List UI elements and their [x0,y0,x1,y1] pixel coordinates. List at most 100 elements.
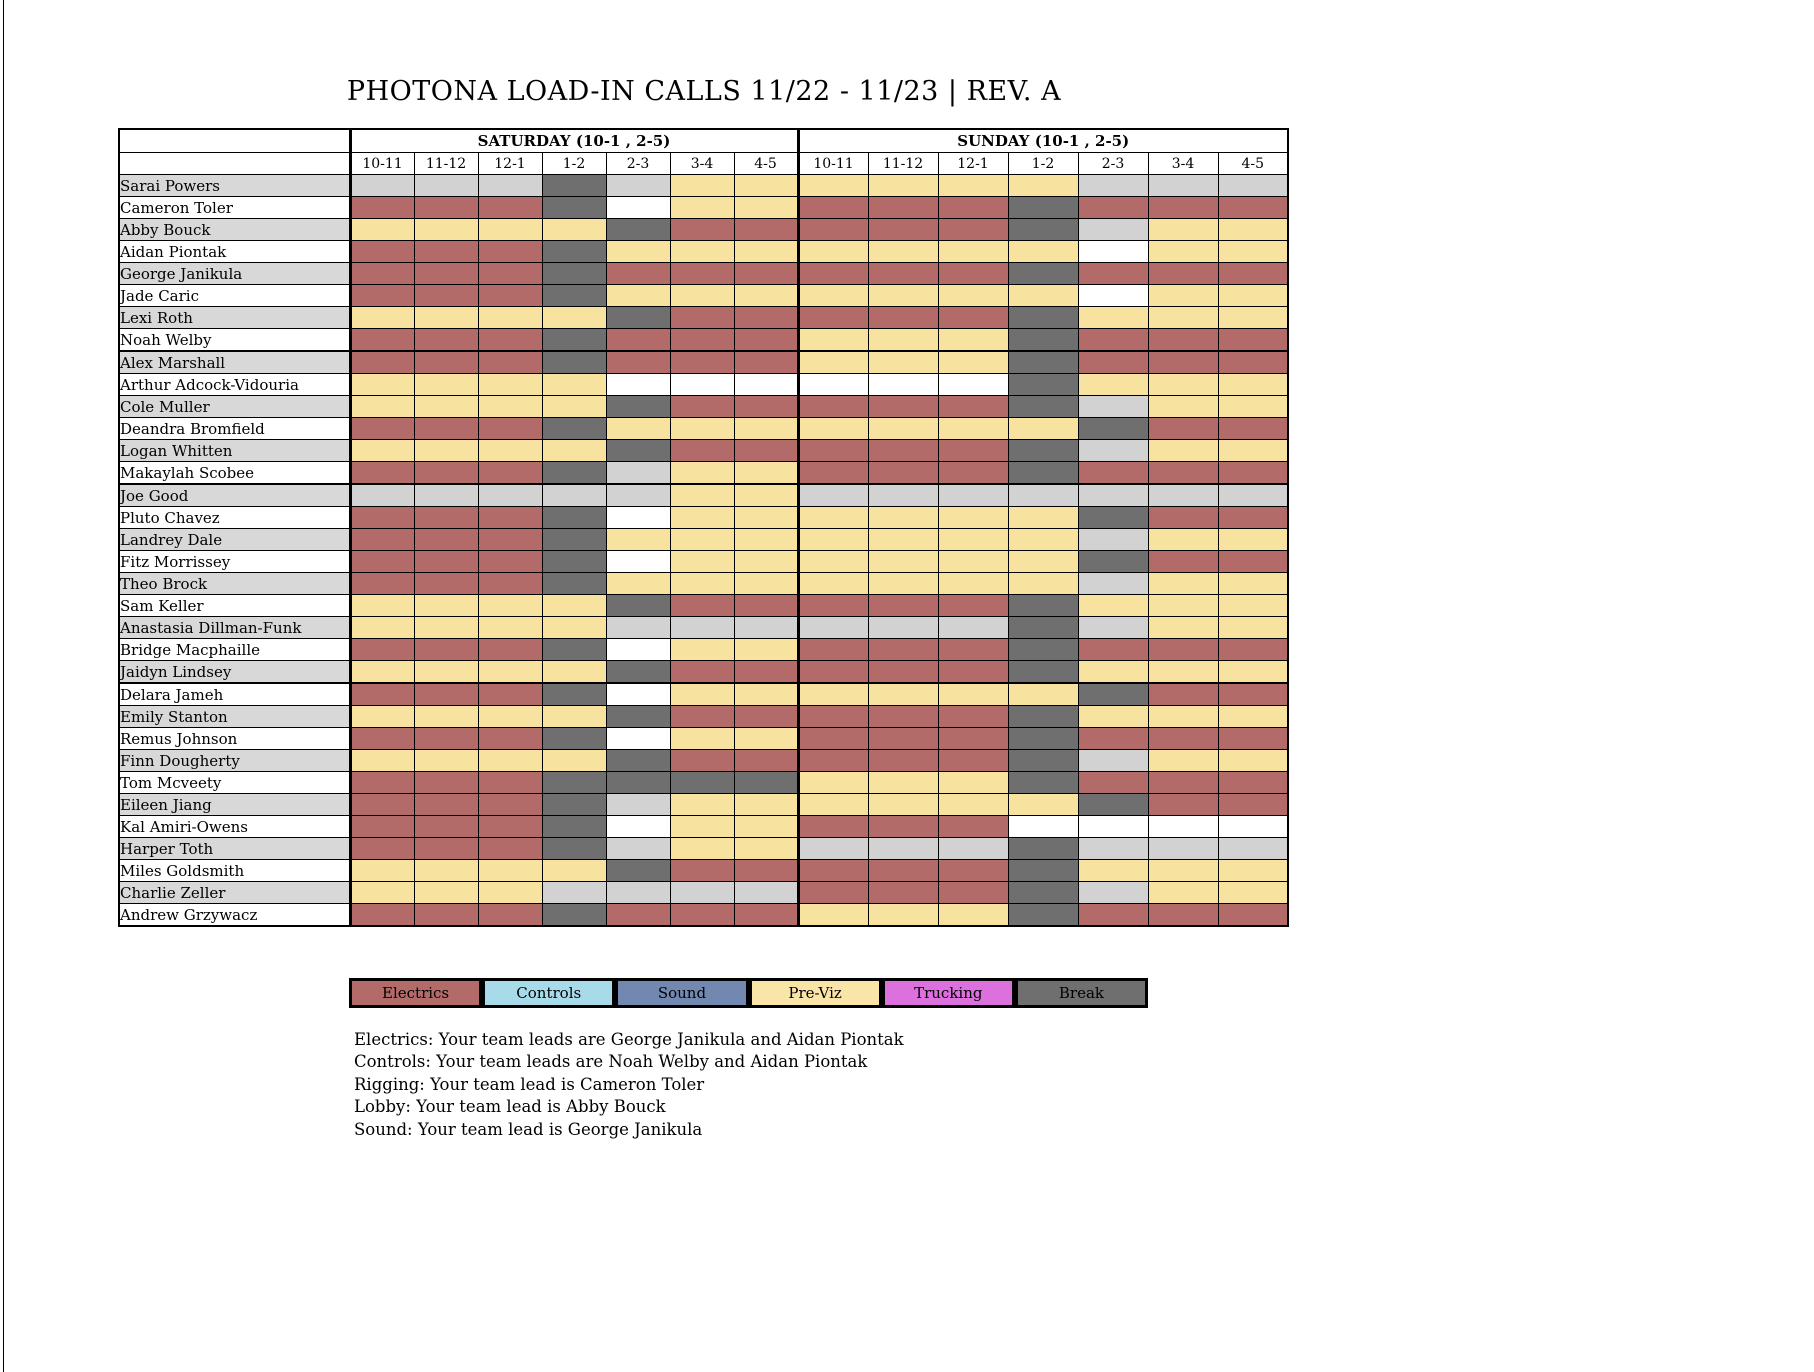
schedule-cell-gray [867,616,939,639]
schedule-cell-pre-viz [733,638,799,661]
schedule-cell-electrics [796,727,869,750]
schedule-cell-pre-viz [733,550,799,573]
table-row: Harper Toth [118,837,1289,860]
legend-bar: Electrics Controls Sound Pre-Viz Trucking Bre… [349,978,1148,1008]
crew-name: Aidan Piontak [118,240,351,263]
team-lead-notes: Electrics: Your team leads are George Ja… [354,1029,904,1141]
schedule-cell-pre-viz [937,284,1009,307]
schedule-cell-pre-viz [348,660,415,684]
schedule-cell-electrics [733,660,799,684]
saturday-header: SATURDAY (10-1 , 2-5) [348,128,799,153]
schedule-cell-pre-viz [1147,306,1219,329]
schedule-cell-electrics [796,815,869,838]
schedule-cell-electrics [477,328,543,352]
note-line: Electrics: Your team leads are George Ja… [354,1030,904,1049]
schedule-cell-pre-viz [867,682,939,706]
schedule-cell-electrics [937,705,1009,728]
table-row: Remus Johnson [118,727,1289,750]
schedule-cell-electrics [477,350,543,374]
table-row: Miles Goldsmith [118,859,1289,882]
schedule-cell-pre-viz [541,395,607,418]
schedule-cell-electrics [796,660,869,684]
schedule-cell-electrics [605,350,671,374]
schedule-cell-electrics [348,815,415,838]
schedule-cell-break [605,771,671,794]
schedule-cell-pre-viz [796,506,869,529]
table-row: Emily Stanton [118,705,1289,728]
schedule-cell-electrics [1147,262,1219,285]
time-slot-header: 4-5 [733,152,799,175]
time-slot-header: 12-1 [477,152,543,175]
schedule-cell-break [541,771,607,794]
schedule-cell-electrics [669,306,735,329]
schedule-cell-gray [1147,483,1219,507]
schedule-cell-electrics [1217,328,1289,352]
schedule-cell-pre-viz [413,859,479,882]
crew-name: Finn Dougherty [118,749,351,772]
schedule-cell-pre-viz [669,174,735,197]
schedule-cell-pre-viz [669,572,735,595]
legend-trucking: Trucking [884,981,1012,1005]
schedule-cell-pre-viz [669,815,735,838]
table-row: Fitz Morrissey [118,550,1289,573]
schedule-cell-pre-viz [1147,859,1219,882]
schedule-cell-electrics [867,660,939,684]
table-row: Anastasia Dillman-Funk [118,616,1289,639]
schedule-cell-break [1007,771,1079,794]
schedule-cell-break [1007,373,1079,396]
schedule-cell-electrics [477,550,543,573]
table-row: Tom Mcveety [118,771,1289,794]
schedule-cell-electrics [867,594,939,617]
time-header-row: 10-11 11-12 12-1 1-2 2-3 3-4 4-5 10-11 11-12 12-1… [118,152,1289,175]
schedule-cell-pre-viz [1147,705,1219,728]
schedule-cell-electrics [1217,903,1289,927]
schedule-cell-break [1007,439,1079,462]
schedule-cell-gray [796,837,869,860]
schedule-cell-electrics [348,240,415,263]
schedule-cell-empty [733,373,799,396]
schedule-cell-pre-viz [669,550,735,573]
schedule-cell-break [541,328,607,352]
table-row: Delara Jameh [118,682,1289,706]
schedule-cell-pre-viz [1217,572,1289,595]
schedule-cell-pre-viz [796,572,869,595]
schedule-cell-pre-viz [1147,881,1219,904]
time-slot-header: 3-4 [669,152,735,175]
schedule-cell-gray [348,174,415,197]
schedule-cell-empty [605,815,671,838]
schedule-cell-break [733,771,799,794]
schedule-cell-pre-viz [669,638,735,661]
schedule-cell-electrics [796,638,869,661]
schedule-cell-pre-viz [1147,528,1219,551]
schedule-cell-electrics [413,350,479,374]
legend-electrics: Electrics [352,981,480,1005]
corner-cell [118,152,351,175]
schedule-cell-pre-viz [733,284,799,307]
schedule-cell-pre-viz [669,240,735,263]
crew-name: Lexi Roth [118,306,351,329]
schedule-cell-pre-viz [733,483,799,507]
crew-name: Jaidyn Lindsey [118,660,351,684]
schedule-cell-gray [605,837,671,860]
schedule-cell-pre-viz [1217,616,1289,639]
schedule-cell-pre-viz [796,682,869,706]
schedule-cell-electrics [348,350,415,374]
schedule-cell-electrics [1217,506,1289,529]
schedule-cell-pre-viz [605,572,671,595]
schedule-cell-electrics [348,793,415,816]
schedule-cell-electrics [413,461,479,485]
page-break-line [3,0,4,1372]
schedule-cell-electrics [477,638,543,661]
schedule-cell-electrics [867,262,939,285]
schedule-cell-pre-viz [669,417,735,440]
schedule-cell-electrics [477,506,543,529]
schedule-cell-break [605,395,671,418]
crew-name: Miles Goldsmith [118,859,351,882]
schedule-cell-electrics [413,638,479,661]
schedule-cell-pre-viz [1077,859,1149,882]
schedule-cell-pre-viz [1217,660,1289,684]
schedule-cell-pre-viz [937,174,1009,197]
schedule-cell-electrics [348,528,415,551]
schedule-cell-gray [1077,572,1149,595]
